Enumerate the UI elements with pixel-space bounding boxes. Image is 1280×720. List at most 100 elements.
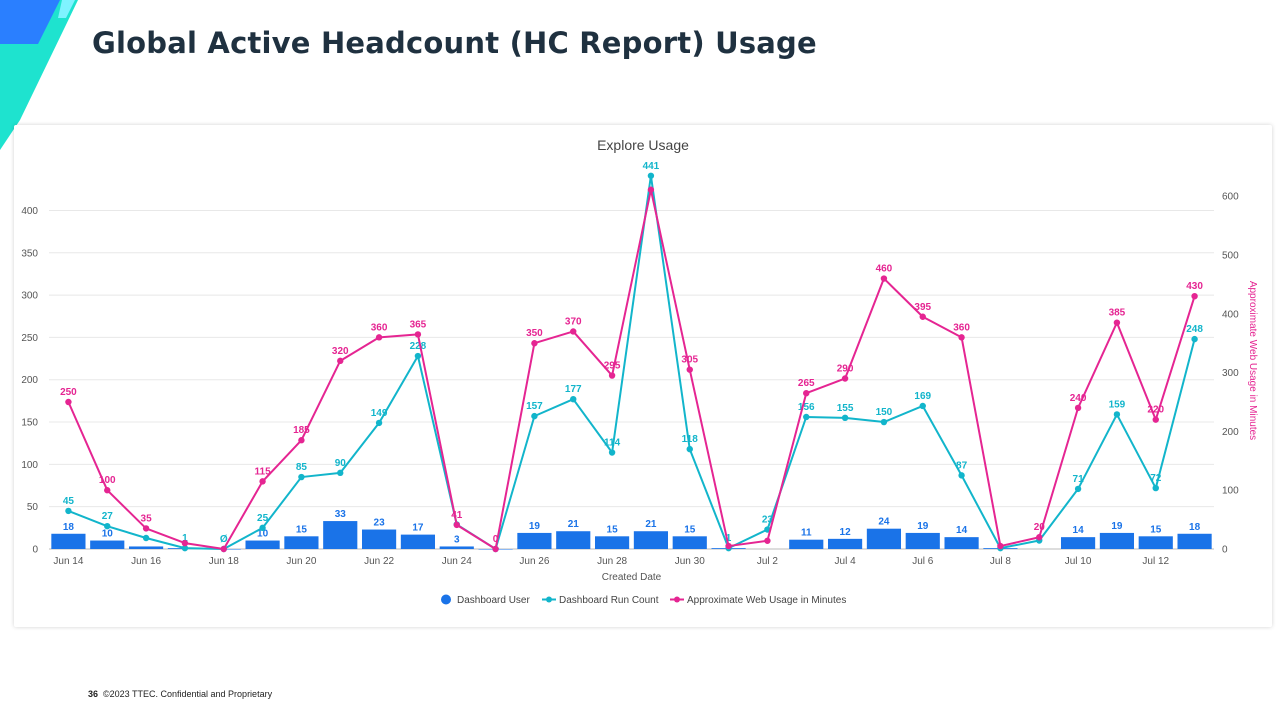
y-left-tick-50: 50 xyxy=(27,502,39,513)
web-usage-point xyxy=(142,525,150,532)
web-usage-point xyxy=(65,398,72,406)
dashboard-run-count-data-label: 150 xyxy=(876,407,893,418)
bar-dashboard-user xyxy=(400,534,436,549)
bar-dashboard-user xyxy=(517,532,552,549)
bar-data-label: 19 xyxy=(917,521,929,532)
bar-data-label: 12 xyxy=(840,527,852,538)
dashboard-run-count-line xyxy=(68,174,1196,550)
y-left-tick-300: 300 xyxy=(21,291,38,302)
dashboard-run-count-point xyxy=(608,449,616,456)
dashboard-run-count-data-label: 149 xyxy=(371,408,388,419)
x-tick-label: Jul 8 xyxy=(990,556,1012,567)
web-usage-point xyxy=(570,328,577,335)
y-left-tick-0: 0 xyxy=(32,545,38,556)
dashboard-run-count-point xyxy=(570,395,577,403)
bar-dashboard-user xyxy=(245,540,280,549)
bar-dashboard-user xyxy=(594,536,630,549)
dashboard-run-count-data-label: 159 xyxy=(1109,399,1126,410)
dashboard-run-count-data-label: 90 xyxy=(335,458,347,469)
dashboard-run-count-point xyxy=(104,522,111,530)
web-usage-data-label: 395 xyxy=(914,302,931,313)
web-usage-point xyxy=(1074,404,1082,412)
dashboard-run-count-data-label: 114 xyxy=(604,438,621,449)
web-usage-point xyxy=(1036,534,1043,541)
page-number: 36 xyxy=(88,689,99,699)
y-left-tick-100: 100 xyxy=(21,460,38,471)
y-right-tick-400: 400 xyxy=(1222,309,1239,320)
web-usage-point xyxy=(220,545,227,553)
x-tick-label: Jul 4 xyxy=(835,556,857,567)
bar-dashboard-user xyxy=(633,531,669,549)
web-usage-data-label: 365 xyxy=(410,319,427,330)
y-left-tick-350: 350 xyxy=(21,248,38,259)
x-tick-label: Jun 28 xyxy=(597,556,627,567)
y-left-tick-200: 200 xyxy=(21,375,38,386)
dashboard-run-count-point xyxy=(65,507,72,515)
x-tick-label: Jun 22 xyxy=(364,556,394,567)
dashboard-run-count-data-label: 85 xyxy=(296,462,308,473)
web-usage-data-label: 185 xyxy=(293,425,310,436)
web-usage-data-label: 305 xyxy=(681,355,698,366)
bar-data-label: 19 xyxy=(1111,521,1123,532)
dashboard-run-count-data-label: 157 xyxy=(526,401,543,412)
slide-title: Global Active Headcount (HC Report) Usag… xyxy=(92,26,817,60)
slide-footer: 36 ©2023 TTEC. Confidential and Proprieta… xyxy=(88,689,272,699)
bar-dashboard-user xyxy=(1177,533,1212,549)
accent-shape-cyan xyxy=(58,0,75,18)
dashboard-run-count-data-label: 118 xyxy=(682,434,699,445)
bar-data-label: 14 xyxy=(956,525,968,536)
web-usage-point xyxy=(375,334,383,341)
bar-data-label: 10 xyxy=(257,529,269,540)
bar-dashboard-user xyxy=(284,536,319,549)
web-usage-data-label: 20 xyxy=(1034,522,1046,533)
chart-title: Explore Usage xyxy=(597,137,689,153)
x-tick-label: Jul 12 xyxy=(1142,556,1169,567)
bar-dashboard-user xyxy=(361,529,397,549)
web-usage-point xyxy=(608,372,616,379)
bar-data-label: 10 xyxy=(102,529,114,540)
dashboard-run-count-data-label: 87 xyxy=(956,460,968,471)
dashboard-run-count-point xyxy=(803,413,810,421)
legend-label: Dashboard User xyxy=(457,595,530,606)
x-tick-label: Jun 16 xyxy=(131,556,161,567)
web-usage-data-label: 360 xyxy=(371,322,388,333)
y-right-tick-500: 500 xyxy=(1222,251,1239,262)
web-usage-point xyxy=(725,542,732,550)
web-usage-data-label: 385 xyxy=(1109,308,1126,319)
web-usage-point xyxy=(803,389,810,397)
web-usage-data-label: 0 xyxy=(493,534,499,545)
x-tick-label: Jun 24 xyxy=(442,556,472,567)
chart-card: Explore Usage 0 50 100 150 200 250 300 350 400 0 10… xyxy=(14,125,1272,627)
x-tick-label: Jun 26 xyxy=(519,556,549,567)
web-usage-point xyxy=(764,537,771,544)
legend-marker xyxy=(674,596,680,603)
dashboard-run-count-point xyxy=(880,418,888,426)
copyright-text: ©2023 TTEC. Confidential and Proprietary xyxy=(103,689,273,699)
web-usage-data-label: 41 xyxy=(451,510,463,521)
dashboard-run-count-point xyxy=(1152,484,1159,492)
web-usage-point xyxy=(997,542,1004,550)
dashboard-run-count-data-label: 71 xyxy=(1073,474,1085,485)
bar-data-label: 15 xyxy=(1150,524,1162,535)
web-usage-point xyxy=(531,340,538,347)
dashboard-run-count-data-label: 169 xyxy=(914,391,931,402)
web-usage-line xyxy=(67,188,1196,550)
web-usage-data-label: 290 xyxy=(837,363,854,374)
dashboard-run-count-point xyxy=(841,414,849,422)
dashboard-run-count-point xyxy=(259,524,266,532)
explore-usage-chart: Explore Usage 0 50 100 150 200 250 300 350 400 0 10… xyxy=(21,137,1258,606)
y-left-tick-250: 250 xyxy=(21,333,38,344)
dashboard-run-count-point xyxy=(142,534,150,542)
dashboard-run-count-data-label: 228 xyxy=(410,341,427,352)
bar-data-label: 17 xyxy=(412,523,424,534)
x-tick-label: Jun 18 xyxy=(209,556,239,567)
bar-dashboard-user xyxy=(556,531,591,549)
dashboard-run-count-point xyxy=(414,352,422,360)
bar-data-label: 15 xyxy=(684,524,696,535)
bar-data-label: 24 xyxy=(878,517,890,528)
bar-data-label: 18 xyxy=(1189,522,1201,533)
web-usage-data-label: 460 xyxy=(876,264,893,275)
legend-item-3: Approximate Web Usage in Minutes xyxy=(670,595,846,606)
dashboard-run-count-data-label: 72 xyxy=(1150,473,1162,484)
bar-data-label: 11 xyxy=(801,528,812,539)
